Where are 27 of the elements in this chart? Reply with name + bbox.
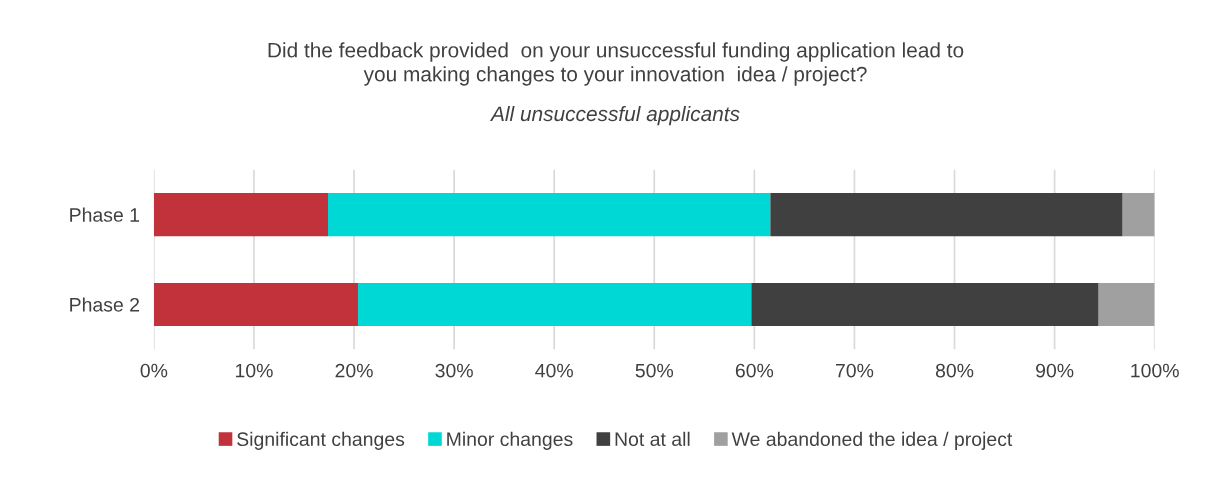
bar <box>358 282 752 326</box>
x-tick-label: 40% <box>535 363 573 378</box>
x-tick-label: 100% <box>1131 363 1179 378</box>
x-tick-label: 70% <box>835 363 874 378</box>
bar <box>153 193 329 237</box>
chart-title: Did the feedback provided on your unsuccessful funding application lead to you making changes to your innovation idea / project? <box>268 42 964 86</box>
legend-label: We abandoned the idea / project <box>731 431 1013 450</box>
x-tick-label: 60% <box>735 363 774 378</box>
x-tick-label: 30% <box>435 363 473 378</box>
x-tick-label: 50% <box>635 363 674 378</box>
x-tick-label: 90% <box>1036 363 1074 378</box>
x-tick-label: 10% <box>235 363 273 378</box>
y-tick-label: Phase 1 <box>70 207 140 222</box>
bar <box>1098 282 1155 326</box>
x-tick-label: 0% <box>140 363 168 378</box>
bar <box>1122 193 1155 237</box>
y-tick-label: Phase 2 <box>70 297 140 312</box>
bar <box>153 282 359 326</box>
bar <box>770 193 1123 237</box>
legend-label: Minor changes <box>447 431 573 450</box>
x-tick-label: 20% <box>335 363 373 378</box>
x-tick-label: 80% <box>935 363 974 378</box>
chart-subtitle: All unsuccessful applicants <box>489 105 740 126</box>
bar <box>328 193 771 237</box>
legend-label: Not at all <box>615 431 690 447</box>
legend-label: Significant changes <box>237 431 405 450</box>
bar <box>751 282 1099 326</box>
